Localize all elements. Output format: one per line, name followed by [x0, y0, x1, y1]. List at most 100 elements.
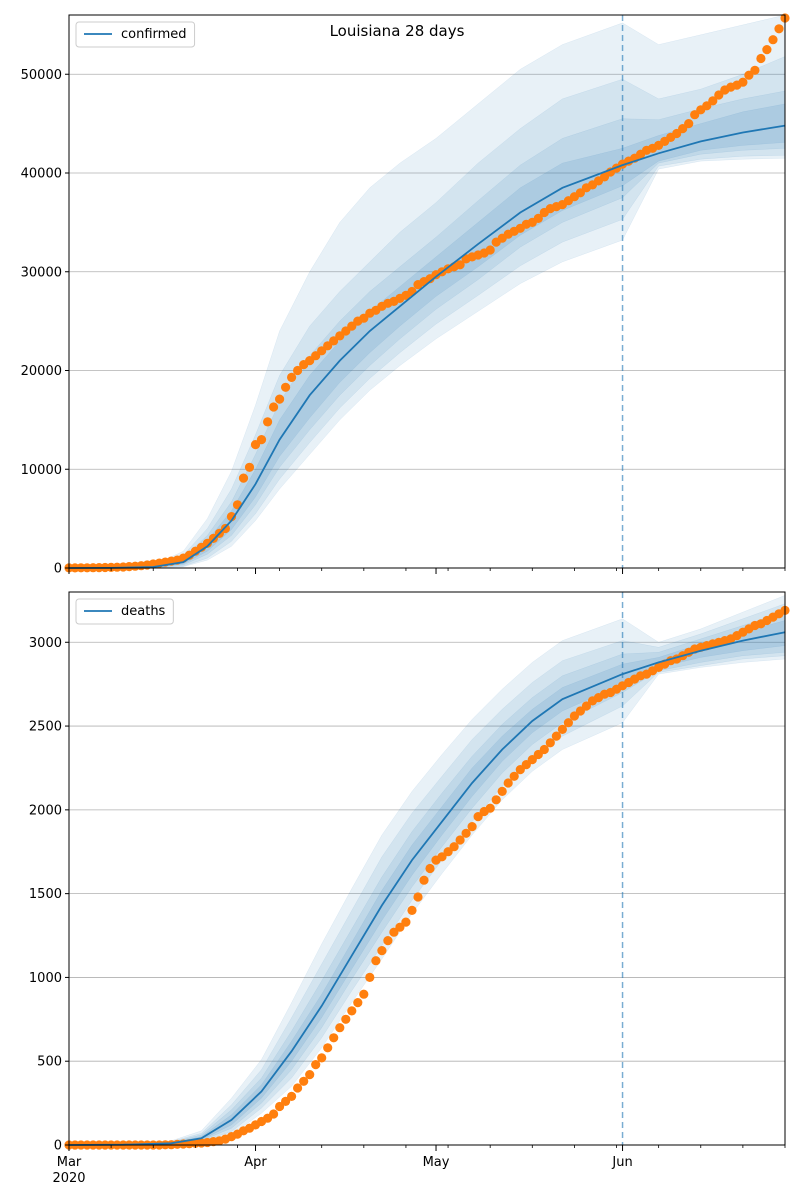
observed-point — [527, 755, 537, 765]
observed-point — [359, 989, 369, 999]
observed-point — [238, 473, 249, 483]
observed-point — [497, 786, 507, 797]
observed-point — [738, 77, 748, 87]
observed-point — [413, 892, 423, 902]
observed-point — [461, 828, 471, 838]
observed-point — [473, 812, 483, 822]
observed-point — [365, 972, 375, 983]
observed-point — [329, 336, 339, 346]
observed-point — [449, 842, 459, 852]
observed-point — [684, 119, 694, 129]
observed-point — [353, 998, 363, 1008]
deaths-model-line — [68, 631, 786, 1146]
x-tick-label: Mar — [57, 1155, 82, 1170]
observed-point — [768, 35, 778, 45]
confirmed-legend-box — [75, 21, 196, 48]
observed-point — [341, 1014, 351, 1024]
observed-point — [305, 1070, 315, 1080]
y-tick-label: 40000 — [21, 167, 62, 182]
x-tick-label: Jun — [611, 1155, 632, 1170]
confirmed-model-line — [68, 124, 786, 569]
axes-frame — [68, 14, 786, 569]
observed-point — [256, 435, 267, 445]
observed-point — [557, 724, 568, 735]
deaths-legend-label: deaths — [121, 604, 166, 619]
model-series-line — [68, 124, 786, 569]
observed-point — [425, 863, 435, 874]
observed-point — [383, 936, 393, 946]
deaths-y-axis: 0 500 1000 1500 2000 2500 3000 — [29, 636, 69, 1154]
observed-point — [539, 744, 549, 755]
confirmed-legend-label: confirmed — [121, 27, 187, 42]
deaths-x-axis: Mar Apr May Jun — [57, 1145, 786, 1170]
observed-point — [395, 922, 405, 932]
y-tick-label: 0 — [54, 562, 62, 577]
observed-point — [269, 402, 279, 412]
observed-point — [690, 110, 700, 120]
observed-point — [263, 417, 273, 427]
y-tick-label: 10000 — [21, 463, 62, 478]
observed-point — [455, 835, 465, 845]
y-tick-label: 30000 — [21, 265, 62, 280]
observed-point — [509, 771, 519, 781]
observed-point — [491, 795, 501, 805]
observed-point — [287, 1091, 297, 1101]
observed-point — [335, 1023, 345, 1033]
observed-point — [401, 917, 411, 927]
observed-point — [455, 260, 465, 270]
y-tick-label: 1500 — [29, 887, 62, 902]
confirmed-legend: confirmed — [75, 21, 196, 48]
observed-point — [467, 822, 477, 832]
observed-point — [551, 731, 562, 741]
y-tick-label: 20000 — [21, 364, 62, 379]
confirmed-panel: 0 10000 20000 30000 40000 50000 confirmed Lou… — [21, 13, 790, 577]
observed-point — [563, 718, 574, 728]
observed-point — [407, 905, 417, 916]
y-tick-label: 50000 — [21, 68, 62, 83]
observed-point — [226, 511, 237, 522]
confirmed-axes-frame — [68, 14, 786, 569]
observed-point — [756, 53, 766, 64]
y-tick-label: 2000 — [29, 803, 62, 818]
y-tick-label: 0 — [54, 1139, 62, 1154]
chart-title: Louisiana 28 days — [330, 22, 465, 40]
observed-point — [762, 45, 772, 55]
observed-point — [281, 382, 291, 392]
observed-point — [485, 245, 495, 255]
axes-frame — [68, 591, 786, 1146]
deaths-legend: deaths — [75, 598, 174, 625]
observed-point — [275, 1101, 285, 1112]
observed-point — [750, 65, 760, 75]
observed-point — [533, 213, 543, 223]
observed-point — [323, 1043, 333, 1053]
deaths-legend-box — [75, 598, 174, 625]
observed-point — [287, 372, 297, 382]
observed-point — [377, 946, 387, 956]
x-tick-label: Apr — [244, 1155, 267, 1170]
observed-point — [275, 394, 285, 404]
observed-point — [437, 852, 447, 862]
observed-point — [293, 1083, 303, 1093]
model-series-line — [68, 631, 786, 1146]
observed-point — [269, 1109, 279, 1119]
observed-point — [581, 701, 592, 711]
observed-point — [317, 1053, 327, 1063]
observed-point — [545, 738, 555, 748]
observed-point — [371, 956, 381, 966]
deaths-observed-points — [64, 605, 790, 1150]
observed-point — [299, 1076, 309, 1086]
y-tick-label: 1000 — [29, 971, 62, 986]
observed-point — [485, 803, 495, 813]
deaths-axes-frame — [68, 591, 786, 1146]
x-axis-year-label: 2020 — [52, 1171, 85, 1186]
observed-point — [311, 1060, 321, 1070]
observed-point — [347, 1006, 357, 1016]
deaths-panel: 0 500 1000 1500 2000 2500 3000 Mar Apr May Jun de… — [29, 591, 790, 1186]
observed-point — [774, 24, 784, 34]
observed-point — [293, 365, 303, 376]
y-tick-label: 3000 — [29, 636, 62, 651]
x-tick-label: May — [423, 1155, 450, 1170]
observed-point — [708, 96, 718, 106]
observed-point — [329, 1033, 339, 1043]
